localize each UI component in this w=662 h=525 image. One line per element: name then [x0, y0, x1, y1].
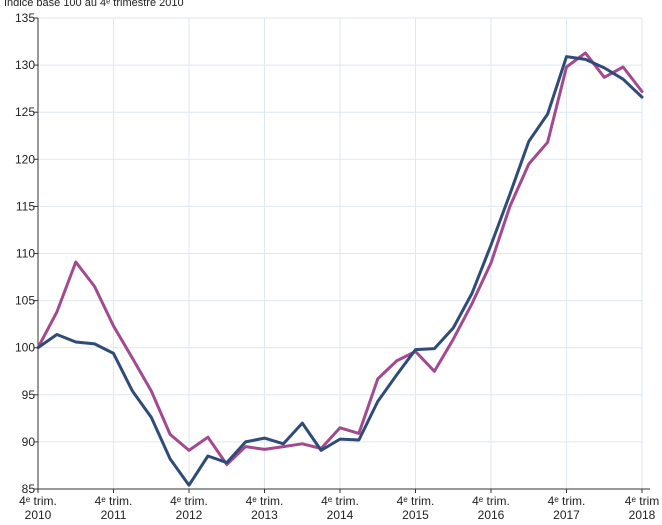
- y-tick-label: 130: [15, 58, 35, 72]
- grid: [38, 17, 643, 489]
- y-tick-label: 105: [15, 294, 35, 308]
- x-tick-year: 2013: [251, 508, 278, 522]
- x-tick-year: 2014: [327, 508, 354, 522]
- y-tick-label: 95: [22, 388, 36, 402]
- y-tick-label: 100: [15, 341, 35, 355]
- index-base-note: Indice base 100 au 4ᵉ trimestre 2010: [4, 0, 184, 9]
- x-tick-year: 2016: [478, 508, 505, 522]
- y-tick-label: 110: [16, 247, 35, 261]
- x-tick-year: 2017: [553, 508, 580, 522]
- x-tick-year: 2012: [176, 508, 203, 522]
- x-tick-label: 4ᵉ trim.: [95, 494, 133, 508]
- y-tick-label: 90: [22, 435, 36, 449]
- y-tick-label: 115: [16, 199, 35, 213]
- x-tick-label: 4ᵉ trim.: [246, 494, 284, 508]
- x-tick-year: 2010: [25, 508, 52, 522]
- x-tick-year: 2018: [629, 508, 656, 522]
- y-tick-label: 85: [22, 482, 36, 496]
- x-tick-label: 4ᵉ trim.: [397, 494, 435, 508]
- x-tick-year: 2015: [402, 508, 429, 522]
- x-tick-label: 4ᵉ trim.: [472, 494, 510, 508]
- x-tick-label: 4ᵉ trim: [625, 494, 659, 508]
- series-line-1: [36, 51, 644, 466]
- x-tick-label: 4ᵉ trim.: [170, 494, 208, 508]
- x-tick-label: 4ᵉ trim.: [19, 494, 57, 508]
- x-tick-year: 2011: [101, 508, 127, 522]
- x-tick-label: 4ᵉ trim.: [548, 494, 586, 508]
- y-tick-label: 120: [15, 152, 35, 166]
- series-line-2: [36, 55, 644, 487]
- y-axis-ticks: 85 90 95 100 105 110 115 120 125 130 135: [15, 11, 38, 496]
- y-tick-label: 135: [15, 11, 35, 25]
- x-tick-label: 4ᵉ trim.: [321, 494, 359, 508]
- y-tick-label: 125: [15, 105, 35, 119]
- series-lines: [36, 51, 644, 487]
